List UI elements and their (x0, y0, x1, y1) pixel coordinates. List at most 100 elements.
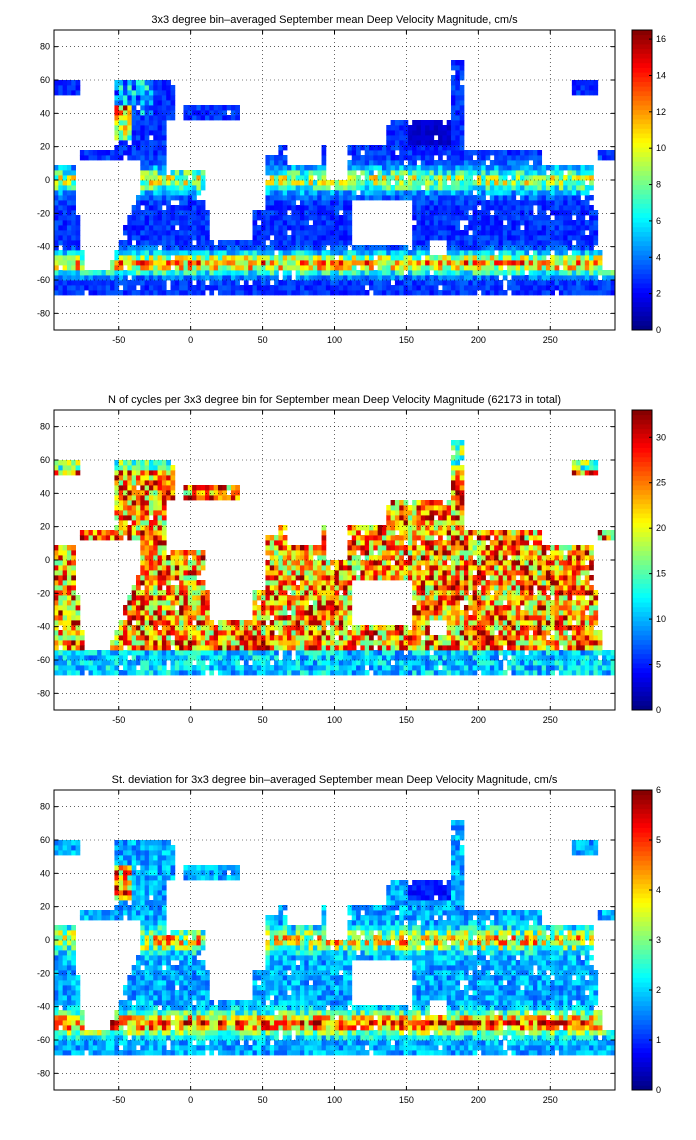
heatmap-cell (135, 255, 141, 261)
heatmap-cell (88, 275, 94, 281)
heatmap-cell (451, 650, 456, 656)
heatmap-cell (127, 630, 133, 636)
heatmap-cell (567, 285, 573, 291)
heatmap-cell (131, 280, 137, 286)
colorbar-segment (632, 123, 652, 129)
heatmap-cell (170, 245, 176, 251)
heatmap-cell (347, 285, 353, 291)
heatmap-cell (278, 150, 284, 156)
heatmap-cell (459, 265, 465, 271)
heatmap-cell (217, 255, 223, 261)
heatmap-cell (196, 185, 202, 191)
heatmap-cell (558, 220, 564, 226)
heatmap-cell (528, 240, 534, 246)
heatmap-cell (558, 635, 564, 641)
heatmap-cell (360, 625, 366, 631)
heatmap-cell (135, 640, 141, 646)
heatmap-cell (282, 235, 288, 241)
heatmap-cell (256, 285, 262, 291)
heatmap-cell (291, 625, 297, 631)
heatmap-cell (442, 600, 448, 606)
heatmap-cell (425, 220, 430, 226)
heatmap-cell (459, 250, 465, 256)
heatmap-cell (420, 660, 426, 666)
heatmap-cell (571, 660, 577, 666)
heatmap-cell (377, 175, 383, 181)
heatmap-cell (252, 225, 258, 231)
heatmap-cell (140, 135, 146, 141)
heatmap-cell (58, 200, 64, 206)
heatmap-cell (520, 600, 525, 606)
heatmap-cell (252, 280, 258, 286)
heatmap-cell (390, 250, 396, 256)
heatmap-cell (433, 180, 439, 186)
heatmap-cell (524, 165, 530, 171)
heatmap-cell (334, 195, 340, 201)
heatmap-cell (507, 625, 512, 631)
heatmap-cell (498, 645, 504, 651)
heatmap-cell (563, 630, 568, 636)
heatmap-cell (446, 185, 452, 191)
heatmap-cell (282, 210, 288, 216)
heatmap-cell (511, 275, 517, 281)
heatmap-cell (252, 640, 258, 646)
heatmap-cell (187, 210, 193, 216)
heatmap-cell (593, 605, 599, 611)
heatmap-cell (489, 250, 495, 256)
heatmap-cell (602, 665, 607, 671)
heatmap-cell (399, 165, 404, 171)
heatmap-cell (174, 185, 180, 191)
heatmap-cell (571, 85, 577, 91)
heatmap-cell (157, 135, 163, 141)
heatmap-cell (127, 645, 133, 651)
heatmap-cell (295, 210, 301, 216)
heatmap-cell (545, 280, 551, 286)
heatmap-cell (295, 255, 301, 261)
heatmap-cell (554, 285, 560, 291)
heatmap-cell (79, 290, 85, 296)
heatmap-cell (110, 280, 115, 286)
heatmap-cell (226, 655, 232, 661)
heatmap-cell (468, 270, 473, 276)
heatmap-cell (343, 605, 348, 611)
heatmap-cell (343, 635, 348, 641)
heatmap-cell (161, 100, 167, 106)
heatmap-cell (502, 670, 508, 676)
heatmap-cell (360, 635, 366, 641)
heatmap-cell (118, 625, 124, 631)
heatmap-cell (256, 245, 262, 251)
heatmap-cell (481, 655, 486, 661)
heatmap-cell (528, 180, 534, 186)
heatmap-cell (489, 640, 495, 646)
heatmap-cell (593, 285, 599, 291)
heatmap-cell (446, 650, 452, 656)
heatmap-cell (550, 650, 555, 656)
colorbar-segment (632, 86, 652, 92)
heatmap-cell (88, 155, 94, 161)
heatmap-cell (438, 140, 443, 146)
heatmap-cell (416, 220, 422, 226)
heatmap-cell (256, 635, 262, 641)
heatmap-cell (274, 665, 279, 671)
heatmap-cell (412, 290, 417, 296)
heatmap-cell (144, 635, 150, 641)
heatmap-cell (144, 140, 150, 146)
heatmap-cell (330, 205, 335, 211)
heatmap-cell (472, 235, 478, 241)
heatmap-cell (537, 665, 543, 671)
heatmap-cell (567, 660, 573, 666)
heatmap-cell (451, 130, 456, 136)
heatmap-cell (135, 85, 141, 91)
heatmap-cell (54, 285, 59, 291)
heatmap-cell (390, 150, 396, 156)
heatmap-cell (442, 640, 448, 646)
heatmap-cell (515, 265, 521, 271)
heatmap-cell (399, 650, 404, 656)
heatmap-cell (299, 635, 305, 641)
heatmap-cell (54, 660, 59, 666)
heatmap-cell (563, 645, 568, 651)
heatmap-cell (321, 170, 327, 176)
heatmap-cell (468, 185, 473, 191)
heatmap-cell (321, 660, 327, 666)
heatmap-cell (183, 265, 189, 271)
